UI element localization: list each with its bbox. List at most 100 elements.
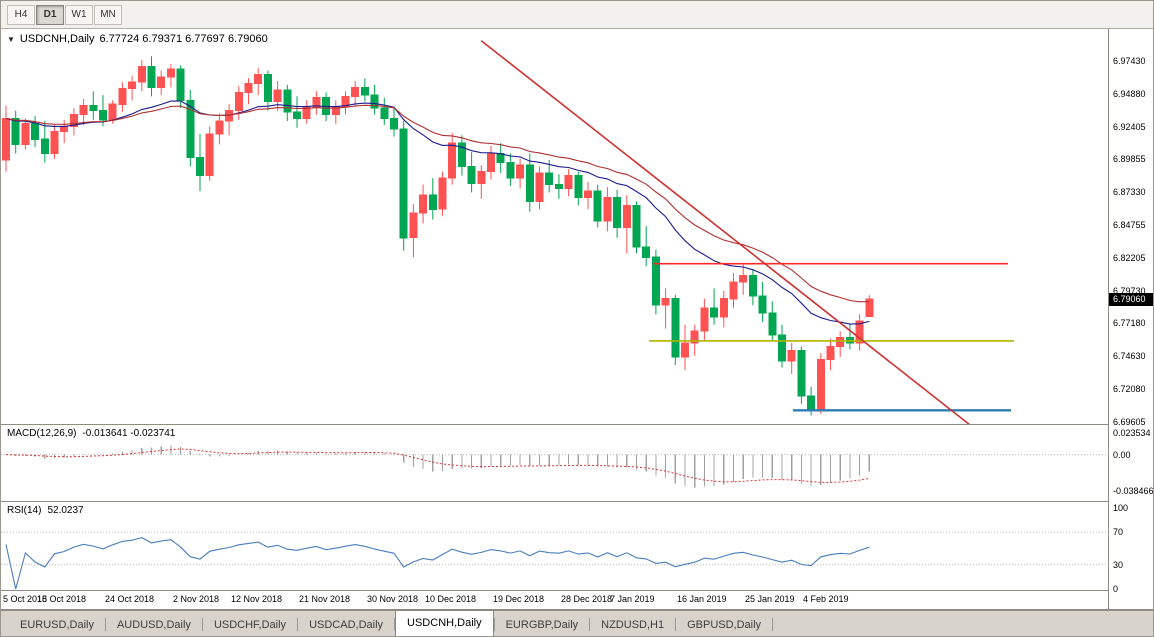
candle-body	[545, 172, 554, 186]
candle-body	[40, 138, 49, 154]
date-label: 28 Dec 2018	[561, 594, 613, 604]
symbol-tab-eurgbp[interactable]: EURGBP,Daily	[505, 618, 579, 631]
date-label: 15 Oct 2018	[37, 594, 87, 604]
candle-body	[593, 190, 602, 222]
date-label: 24 Oct 2018	[105, 594, 155, 604]
macd-plot[interactable]	[1, 425, 1108, 501]
candle-body	[671, 298, 680, 358]
symbol-tab-eurusd[interactable]: EURUSD,Daily	[20, 618, 94, 631]
symbol-tab-usdcnh[interactable]: USDCNH,Daily	[395, 610, 494, 636]
symbol-tab-audusd[interactable]: AUDUSD,Daily	[116, 618, 191, 631]
candle-body	[128, 81, 137, 90]
date-label: 10 Dec 2018	[425, 594, 477, 604]
candle-body	[419, 194, 428, 214]
chart-title: ▼ USDCNH,Daily 6.77724 6.79371 6.77697 6…	[7, 33, 268, 45]
timeframe-button-h4[interactable]: H4	[7, 4, 35, 25]
rsi-axis-label: 30	[1113, 559, 1124, 570]
trendline[interactable]	[480, 40, 976, 424]
candle-body	[428, 194, 437, 210]
date-label: 30 Nov 2018	[367, 594, 419, 604]
candle-body	[176, 68, 185, 101]
candle-body	[700, 307, 709, 332]
rsi-plot[interactable]	[1, 502, 1108, 590]
rsi-axis-label: 100	[1113, 503, 1129, 513]
candle-body	[448, 142, 457, 179]
candle-body	[564, 175, 573, 189]
macd-axis-label: 0.023534	[1113, 427, 1151, 438]
rsi-axis-label: 70	[1113, 527, 1124, 538]
rsi-line	[5, 537, 870, 590]
candle-body	[390, 118, 398, 130]
price-axis-label: 6.69605	[1113, 416, 1146, 427]
candle-body	[360, 86, 369, 96]
candle-body	[467, 166, 476, 184]
price-axis-label: 6.74630	[1113, 351, 1146, 362]
candle-body	[89, 105, 98, 112]
candle-body	[108, 103, 117, 121]
timeframe-button-w1[interactable]: W1	[65, 4, 93, 25]
candle-body	[351, 86, 360, 98]
candle-body	[739, 274, 748, 283]
symbol-tab-usdcad[interactable]: USDCAD,Daily	[309, 618, 384, 631]
symbol-dropdown-icon[interactable]: ▼	[7, 34, 15, 44]
tab-separator	[201, 618, 203, 631]
candle-body	[380, 107, 389, 119]
timeframe-button-mn[interactable]: MN	[94, 4, 122, 25]
candle-body	[263, 73, 272, 103]
tab-separator	[589, 618, 591, 631]
candle-body	[525, 164, 534, 202]
candle-body	[855, 320, 864, 344]
price-axis-label: 6.77180	[1113, 318, 1146, 329]
candle-body	[584, 190, 592, 199]
price-axis-label: 6.72080	[1113, 384, 1146, 394]
price-axis-label: 6.92405	[1113, 121, 1146, 132]
candle-body	[312, 97, 321, 108]
ohlc-values: 6.77724 6.79371 6.77697 6.79060	[99, 33, 268, 45]
candle-body	[50, 130, 59, 154]
price-axis-label: 6.87330	[1113, 187, 1146, 198]
macd-title: MACD(12,26,9) -0.013641 -0.023741	[7, 428, 175, 439]
candle-body	[681, 342, 689, 358]
symbol-tab-usdchf[interactable]: USDCHF,Daily	[213, 618, 287, 631]
date-label: 21 Nov 2018	[299, 594, 351, 604]
candle-body	[147, 66, 156, 88]
candle-body	[710, 307, 719, 318]
candle-body	[622, 204, 631, 228]
date-label: 25 Jan 2019	[745, 594, 795, 604]
candle-body	[603, 197, 612, 222]
tab-separator	[675, 618, 677, 631]
date-axis[interactable]: 5 Oct 2018 15 Oct 2018 24 Oct 2018 2 Nov 20…	[1, 591, 1108, 609]
candle-body	[273, 89, 282, 103]
price-axis-label: 6.84755	[1113, 220, 1146, 230]
candle-body	[787, 350, 796, 362]
main-chart-panel: ▼ USDCNH,Daily 6.77724 6.79371 6.77697 6…	[1, 29, 1108, 424]
candle-body	[186, 99, 195, 158]
candle-body	[826, 346, 835, 361]
candle-body	[99, 110, 107, 121]
candle-body	[535, 172, 544, 202]
rsi-title: RSI(14) 52.0237	[7, 505, 84, 516]
candle-body	[457, 142, 466, 167]
candle-body	[487, 153, 495, 173]
panel-separator[interactable]	[1, 501, 1153, 502]
symbol-tab-nzdusd[interactable]: NZDUSD,H1	[601, 618, 665, 631]
date-label: 2 Nov 2018	[173, 594, 220, 604]
candle-body	[651, 256, 660, 306]
timeframe-button-d1[interactable]: D1	[36, 4, 64, 25]
candle-body	[797, 350, 806, 397]
candle-body	[11, 118, 20, 145]
candle-body	[31, 123, 40, 140]
candle-body	[748, 274, 757, 297]
candle-body	[632, 204, 641, 248]
candle-body	[613, 197, 622, 228]
candle-body	[661, 298, 670, 306]
macd-axis-label: -0.038466	[1113, 485, 1154, 496]
rsi-axis-label: 0	[1113, 584, 1119, 594]
candle-body	[293, 111, 301, 119]
panel-separator[interactable]	[1, 424, 1153, 425]
symbol-tab-gbpusd[interactable]: GBPUSD,Daily	[687, 618, 762, 631]
price-axis[interactable]: 6.97430 6.94880 6.92405 6.89855 6.87330 6.847…	[1108, 29, 1154, 609]
panel-separator	[1, 590, 1153, 591]
main-chart-plot[interactable]	[1, 29, 1108, 424]
candle-body	[196, 156, 204, 177]
